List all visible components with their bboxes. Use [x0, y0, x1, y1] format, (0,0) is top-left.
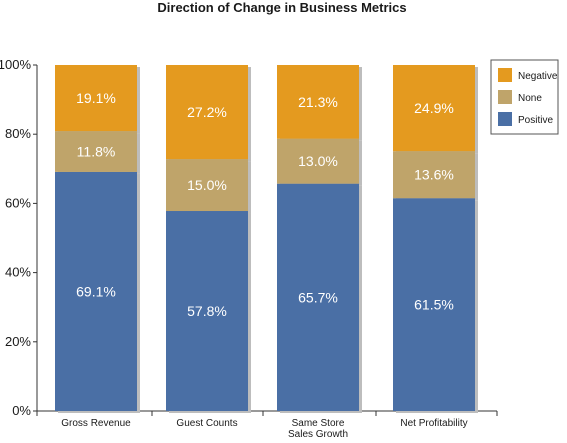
legend: Negative None Positive [490, 59, 559, 135]
chart-title: Direction of Change in Business Metrics [157, 0, 406, 15]
bar-segment-positive [166, 211, 248, 411]
y-tick-label: 40% [5, 265, 31, 280]
bar-group: 69.1% 11.8% 19.1% [55, 65, 140, 413]
y-tick-label: 100% [0, 57, 31, 72]
legend-swatch [498, 68, 512, 82]
legend-label: Negative [518, 71, 558, 82]
bar-segment-none [277, 138, 359, 184]
category-label: Same Store Sales Growth [288, 418, 348, 440]
bars: 69.1% 11.8% 19.1% 57.8% 15.0% 27.2% 65.7% 13.0%… [55, 65, 478, 413]
category-label: Gross Revenue [61, 418, 131, 429]
bar-segment-none [166, 159, 248, 212]
axes: 0% 20% 40% 60% 80% 100% Gross Revenue Guest Cou… [0, 57, 498, 440]
bar-segment-none [55, 131, 137, 172]
data-label: 21.3% [298, 94, 338, 110]
bar-group: 65.7% 13.0% 21.3% [277, 65, 362, 413]
bar-segment-positive [55, 171, 137, 411]
legend-label: Positive [518, 115, 553, 126]
bar-segment-positive [393, 198, 475, 411]
bar-segment-positive [277, 183, 359, 411]
bar-group: 61.5% 13.6% 24.9% [393, 65, 478, 413]
data-label: 65.7% [298, 289, 338, 305]
legend-swatch [498, 112, 512, 126]
bar-segment-negative [277, 65, 359, 139]
data-label: 19.1% [76, 90, 116, 106]
data-label: 27.2% [187, 104, 227, 120]
data-label: 13.0% [298, 153, 338, 169]
bar-segment-negative [166, 65, 248, 160]
bar-segment-negative [393, 65, 475, 152]
category-label: Net Profitability [400, 418, 467, 429]
y-tick-label: 80% [5, 126, 31, 141]
data-label: 13.6% [414, 167, 454, 183]
data-label: 57.8% [187, 303, 227, 319]
data-label: 61.5% [414, 297, 454, 313]
data-label: 24.9% [414, 100, 454, 116]
y-tick-label: 60% [5, 195, 31, 210]
data-label: 69.1% [76, 283, 116, 299]
data-label: 11.8% [77, 144, 116, 160]
legend-swatch [498, 90, 512, 104]
bar-segment-negative [55, 65, 137, 132]
y-tick-label: 20% [5, 334, 31, 349]
category-label: Guest Counts [176, 418, 237, 429]
bar-segment-none [393, 151, 475, 199]
bar-group: 57.8% 15.0% 27.2% [166, 65, 251, 413]
data-label: 15.0% [187, 177, 227, 193]
y-tick-label: 0% [12, 403, 31, 418]
legend-label: None [518, 93, 542, 104]
